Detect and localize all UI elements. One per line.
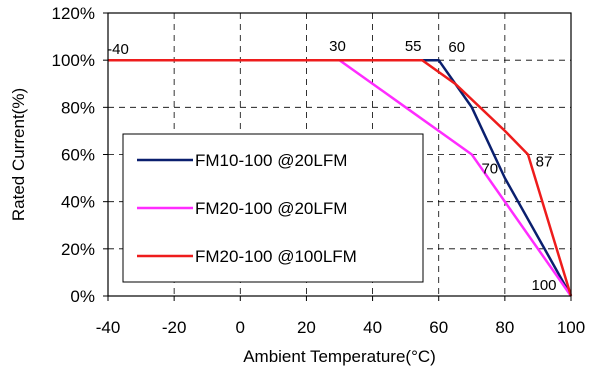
legend-entry: FM20-100 @20LFM bbox=[195, 199, 347, 218]
x-tick-label: -40 bbox=[96, 318, 121, 337]
annotation-label: 100 bbox=[531, 277, 556, 294]
series-lines bbox=[108, 58, 573, 297]
legend-entry: FM20-100 @100LFM bbox=[195, 247, 357, 266]
point-annotations: -40 30 55 60 70 87 100 bbox=[107, 38, 556, 294]
x-tick-label: 0 bbox=[236, 318, 245, 337]
x-tick-label: 20 bbox=[297, 318, 316, 337]
x-tick-label: -20 bbox=[162, 318, 187, 337]
x-tick-label: 40 bbox=[363, 318, 382, 337]
y-tick-label: 80% bbox=[61, 98, 95, 117]
x-axis-label: Ambient Temperature(°C) bbox=[243, 347, 436, 366]
x-tick-label: 80 bbox=[495, 318, 514, 337]
x-tick-label: 60 bbox=[429, 318, 448, 337]
y-axis-label: Rated Current(%) bbox=[9, 88, 28, 221]
annotation-label: -40 bbox=[107, 41, 129, 58]
y-tick-label: 100% bbox=[52, 51, 95, 70]
annotation-label: 30 bbox=[329, 38, 346, 55]
annotation-label: 70 bbox=[481, 161, 498, 178]
legend: FM10-100 @20LFM FM20-100 @20LFM FM20-100 @… bbox=[122, 133, 424, 283]
y-tick-label: 20% bbox=[61, 240, 95, 259]
y-tick-label: 60% bbox=[61, 146, 95, 165]
annotation-label: 87 bbox=[536, 154, 553, 171]
axis-ticks: -40 -20 0 20 40 60 80 100 0% 20% 40% 60% 80% 100% 120% bbox=[52, 4, 586, 337]
annotation-label: 60 bbox=[448, 39, 465, 56]
x-tick-label: 100 bbox=[557, 318, 585, 337]
y-tick-label: 40% bbox=[61, 193, 95, 212]
series-line-3 bbox=[108, 58, 573, 297]
y-tick-label: 0% bbox=[70, 287, 95, 306]
legend-entry: FM10-100 @20LFM bbox=[195, 151, 347, 170]
y-tick-label: 120% bbox=[52, 4, 95, 23]
annotation-label: 55 bbox=[405, 38, 422, 55]
